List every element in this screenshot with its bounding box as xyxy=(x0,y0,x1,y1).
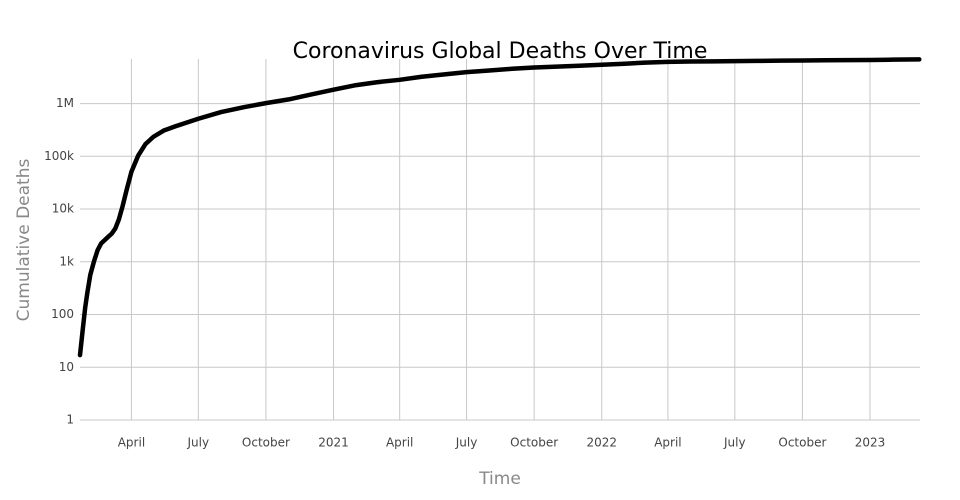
y-tick-label: 1k xyxy=(59,254,74,268)
x-tick-label: October xyxy=(510,436,558,450)
line xyxy=(77,57,922,358)
y-tick-label: 100 xyxy=(51,307,74,321)
x-tick-label: 2022 xyxy=(587,436,618,450)
x-tick-label: April xyxy=(118,436,145,450)
x-tick-label: April xyxy=(654,436,681,450)
chart-title: Coronavirus Global Deaths Over Time xyxy=(293,39,708,64)
x-tick-label: October xyxy=(778,436,826,450)
x-tick-label: July xyxy=(187,436,210,450)
x-tick-label: July xyxy=(455,436,478,450)
x-tick-label: October xyxy=(242,436,290,450)
x-tick-label: July xyxy=(723,436,746,450)
x-tick-label: 2021 xyxy=(318,436,349,450)
y-tick-label: 10k xyxy=(52,202,74,216)
x-axis-title: Time xyxy=(478,469,521,489)
x-tick-label: April xyxy=(386,436,413,450)
grid xyxy=(80,59,920,421)
y-tick-label: 100k xyxy=(44,149,74,163)
y-axis-title: Cumulative Deaths xyxy=(14,159,34,322)
y-tick-label: 1M xyxy=(56,96,74,110)
x-tick-label: 2023 xyxy=(855,436,886,450)
y-tick-label: 1 xyxy=(66,413,74,427)
y-tick-label: 10 xyxy=(59,360,74,374)
